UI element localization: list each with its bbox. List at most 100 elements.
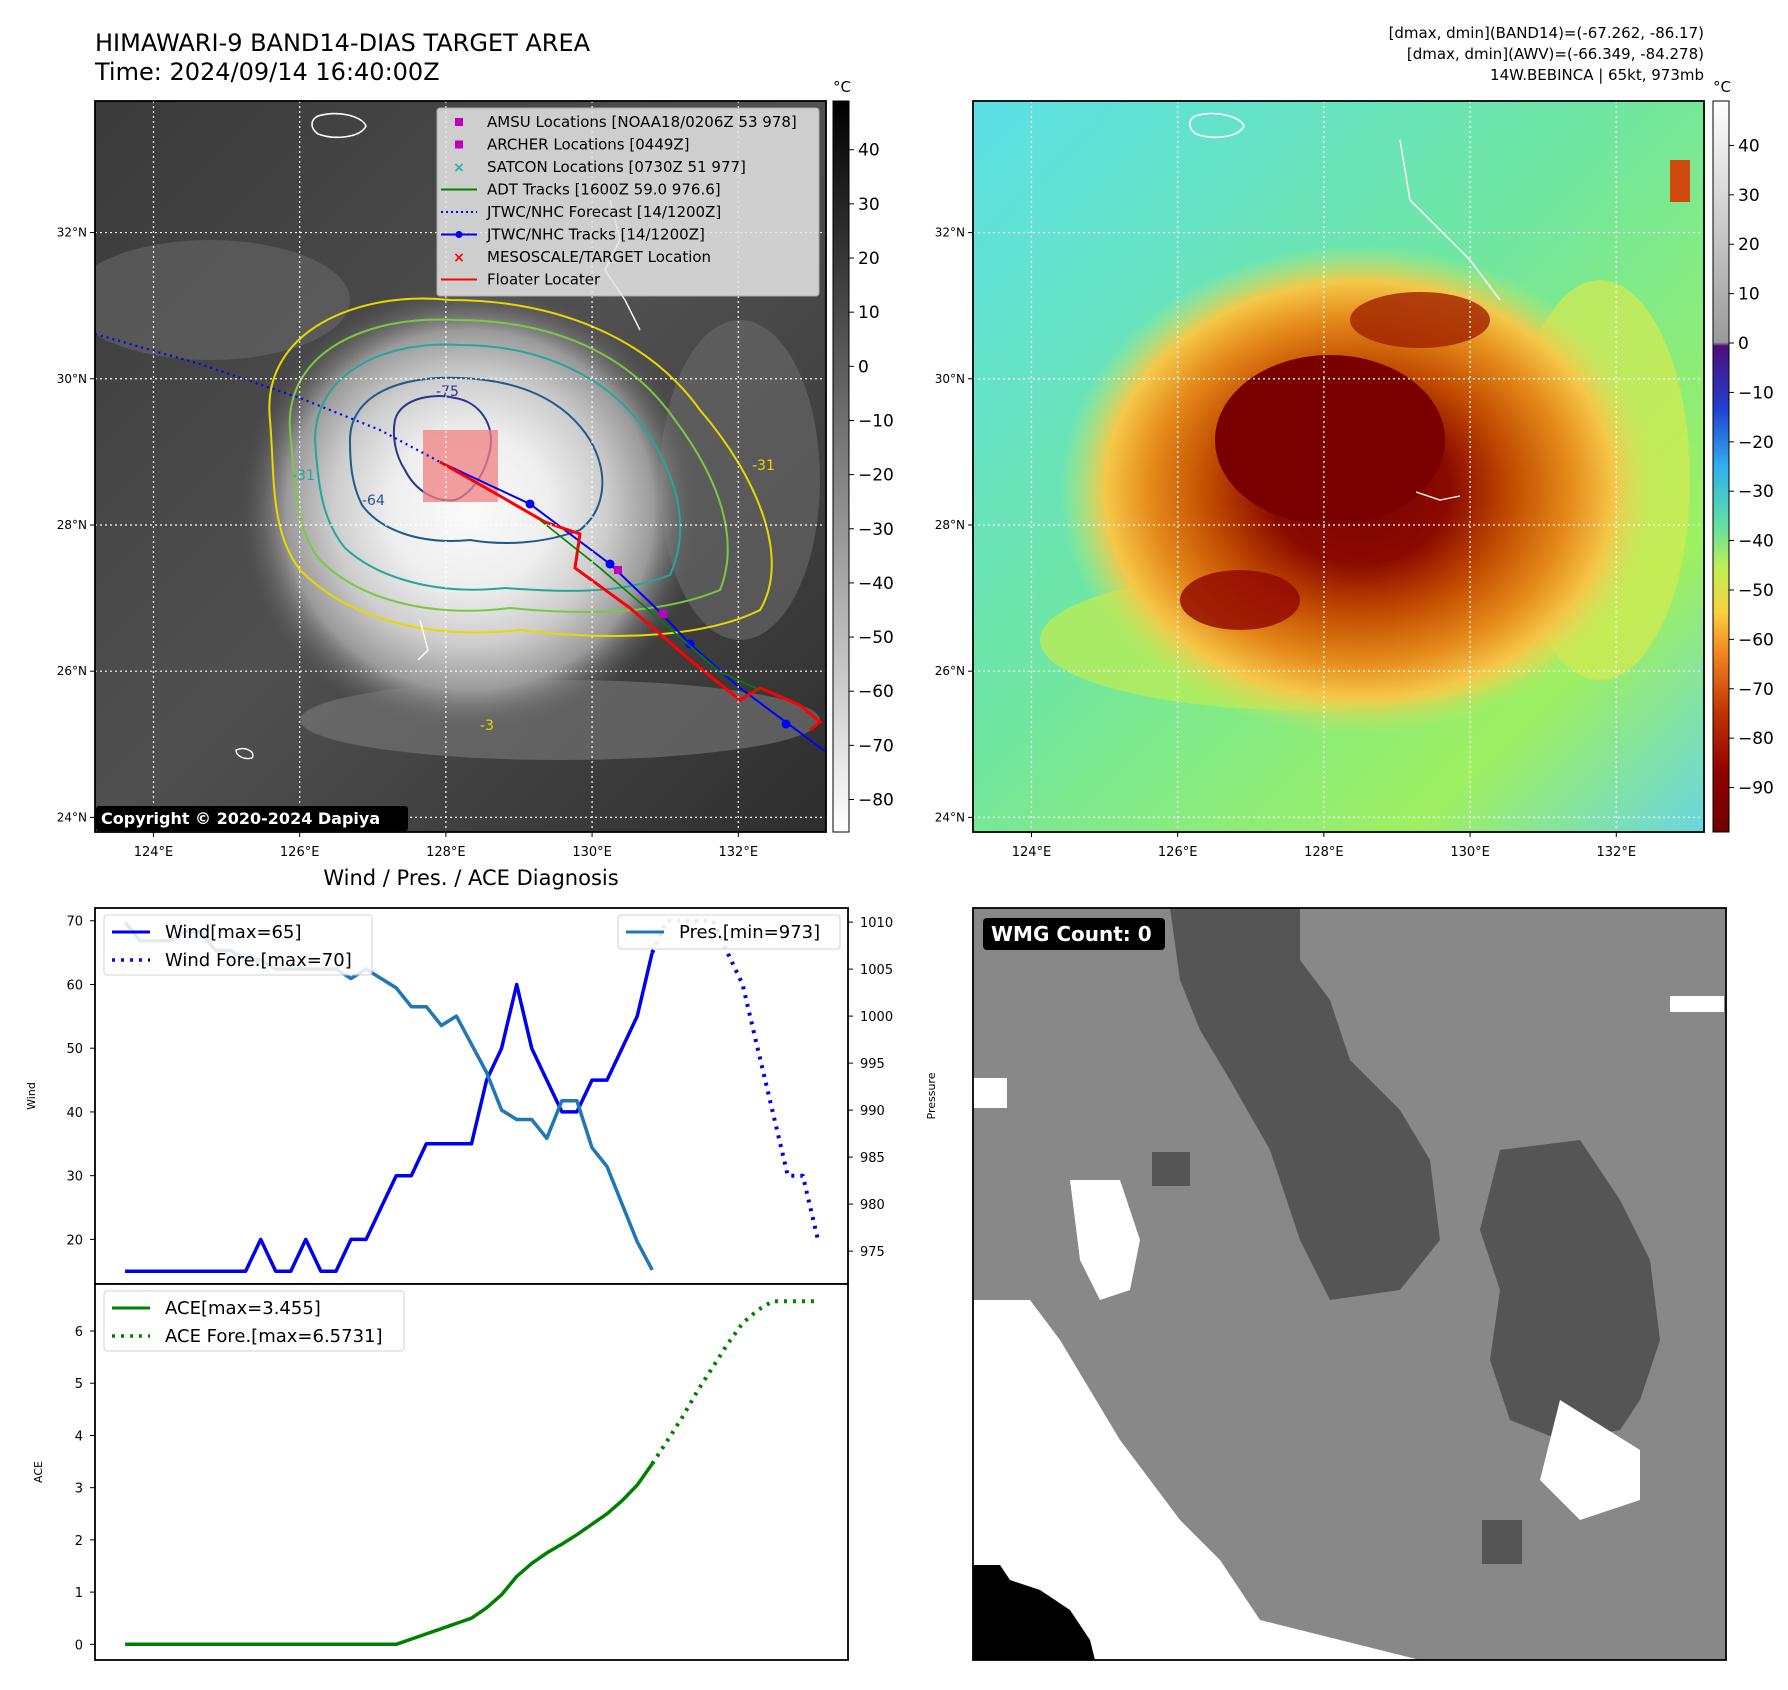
colorbar-tick-label: −10 — [1738, 383, 1774, 403]
copyright-badge — [96, 806, 408, 831]
ace-chart: 0 1 2 3 4 5 6 ACE ACE[max=3.455] ACE Fore.[max… — [32, 1283, 849, 1661]
y-tick-label: 1 — [75, 1586, 83, 1601]
pressure-axis-label: Pressure — [925, 1072, 938, 1119]
colorbar-tick-label: −70 — [858, 736, 894, 756]
colorbar-tick-label: 40 — [1738, 136, 1760, 156]
ir-frame — [94, 100, 827, 833]
awv-colorbar-unit: °C — [1713, 78, 1731, 96]
coastline — [311, 112, 367, 139]
wmg-white-region — [973, 1300, 1420, 1660]
legend-marker — [455, 140, 463, 149]
wmg-panel: WMG Count: 0 — [972, 907, 1727, 1661]
wmg-count-text: WMG Count: 0 — [991, 922, 1152, 946]
lon-tick-label: 130°E — [572, 845, 612, 860]
ir-contour-teal — [313, 343, 682, 592]
y-tick-label: 6 — [75, 1325, 83, 1340]
jtwc-track-point — [685, 639, 695, 649]
y-tick-label: 70 — [66, 915, 83, 930]
ir-colorbar-strip — [832, 100, 850, 833]
y-tick-label: 50 — [66, 1042, 83, 1057]
y-tick-label: 2 — [75, 1534, 83, 1549]
colorbar-tick-label: 10 — [858, 303, 880, 323]
colorbar-tick-label: −10 — [858, 411, 894, 431]
info-band14: [dmax, dmin](BAND14)=(-67.262, -86.17) — [1389, 24, 1704, 42]
ace-series — [125, 1299, 818, 1647]
colorbar-tick-label: −80 — [858, 791, 894, 811]
awv-band-cell — [1350, 292, 1490, 348]
ir-legend-label: MESOSCALE/TARGET Location — [487, 248, 711, 266]
jtwc-track-point — [781, 719, 791, 729]
wmg-dark-region — [1480, 1140, 1660, 1440]
awv-frame — [972, 100, 1705, 833]
ir-legend-label: Floater Locater — [487, 271, 601, 289]
ir-legend-label: ARCHER Locations [0449Z] — [487, 136, 690, 154]
ir-cloud-band — [95, 240, 350, 360]
lat-tick-label: 30°N — [57, 372, 87, 386]
ir-contour-green — [288, 318, 729, 613]
awv-axis-ticks: 124°E 126°E 128°E 130°E 132°E 32°N 30°N 28°N 26°… — [935, 226, 1636, 860]
ir-legend-label: ADT Tracks [1600Z 59.0 976.6] — [487, 181, 721, 199]
colorbar-tick-label: −40 — [1738, 532, 1774, 552]
wmg-white-region — [1670, 996, 1724, 1012]
wmg-dark-region — [1152, 1152, 1190, 1186]
contour-label: -31 — [292, 468, 315, 484]
colorbar-tick-label: 0 — [858, 357, 869, 377]
awv-map-panel: 124°E 126°E 128°E 130°E 132°E 32°N 30°N 28°N 26°… — [935, 100, 1705, 860]
target-area-box — [423, 430, 498, 502]
jtwc-track-point — [605, 559, 615, 569]
colorbar-tick-label: −50 — [1738, 581, 1774, 601]
colorbar-tick-label: −20 — [858, 466, 894, 486]
ir-axis-ticks: 124°E 126°E 128°E 130°E 132°E 32°N 30°N 28°N 26°… — [57, 226, 758, 860]
y2-tick-label: 975 — [860, 1245, 885, 1260]
colorbar-tick-label: 20 — [858, 249, 880, 269]
ir-legend: AMSU Locations [NOAA18/0206Z 53 978] ARCH… — [436, 107, 820, 297]
figure-title: HIMAWARI-9 BAND14-DIAS TARGET AREA — [95, 29, 591, 57]
archer-marker — [659, 610, 667, 618]
legend-marker: × — [453, 160, 465, 176]
series-line — [125, 952, 654, 1274]
coastline — [235, 748, 254, 760]
y2-tick-label: 980 — [860, 1198, 885, 1213]
lon-tick-label: 130°E — [1450, 845, 1490, 860]
colorbar-tick-label: −20 — [1738, 433, 1774, 453]
lon-tick-label: 132°E — [1597, 845, 1637, 860]
ir-legend-label: AMSU Locations [NOAA18/0206Z 53 978] — [487, 113, 797, 131]
ir-contour-yellow — [268, 297, 773, 637]
legend-marker — [455, 118, 463, 126]
lat-tick-label: 24°N — [57, 810, 87, 824]
contour-label: -31 — [752, 458, 775, 474]
lat-tick-label: 30°N — [935, 372, 965, 386]
wind-legend — [103, 914, 373, 976]
ir-colorbar-unit: °C — [833, 78, 851, 96]
lat-tick-label: 28°N — [935, 518, 965, 532]
y2-tick-label: 990 — [860, 1104, 885, 1119]
coastline — [1399, 139, 1501, 301]
ace-axis-ticks: 0 1 2 3 4 5 6 — [75, 1325, 95, 1653]
series-line — [650, 1299, 818, 1465]
ace-legend — [103, 1290, 405, 1352]
copyright-text: Copyright © 2020-2024 Dapiya — [101, 809, 380, 828]
lon-tick-label: 128°E — [1304, 845, 1344, 860]
jtwc-forecast-line — [95, 332, 441, 463]
legend-marker: × — [453, 250, 465, 266]
y2-tick-label: 1005 — [860, 963, 893, 978]
ir-legend-label: SATCON Locations [0730Z 51 977] — [487, 158, 746, 176]
y-tick-label: 40 — [66, 1106, 83, 1121]
y-tick-label: 0 — [75, 1638, 83, 1653]
series-line — [125, 1462, 654, 1647]
info-storm: 14W.BEBINCA | 65kt, 973mb — [1490, 66, 1704, 84]
ir-legend-label: JTWC/NHC Forecast [14/1200Z] — [486, 203, 721, 221]
wmg-dark-region — [1482, 1520, 1522, 1564]
lat-tick-label: 26°N — [57, 664, 87, 678]
coastline — [1189, 112, 1245, 139]
coastline — [1415, 491, 1461, 501]
colorbar-tick-label: −30 — [858, 520, 894, 540]
jtwc-track-point — [525, 499, 535, 509]
awv-gridlines — [973, 101, 1704, 832]
adt-track-line — [539, 519, 761, 691]
y-tick-label: 20 — [66, 1233, 83, 1248]
coastline — [417, 619, 429, 661]
ir-colorbar: °C 40 30 20 10 0 −10 −20 −30 −40 −50 −60 −70 −80 — [832, 78, 894, 833]
colorbar-tick-label: 30 — [858, 195, 880, 215]
pressure-legend — [617, 914, 841, 950]
